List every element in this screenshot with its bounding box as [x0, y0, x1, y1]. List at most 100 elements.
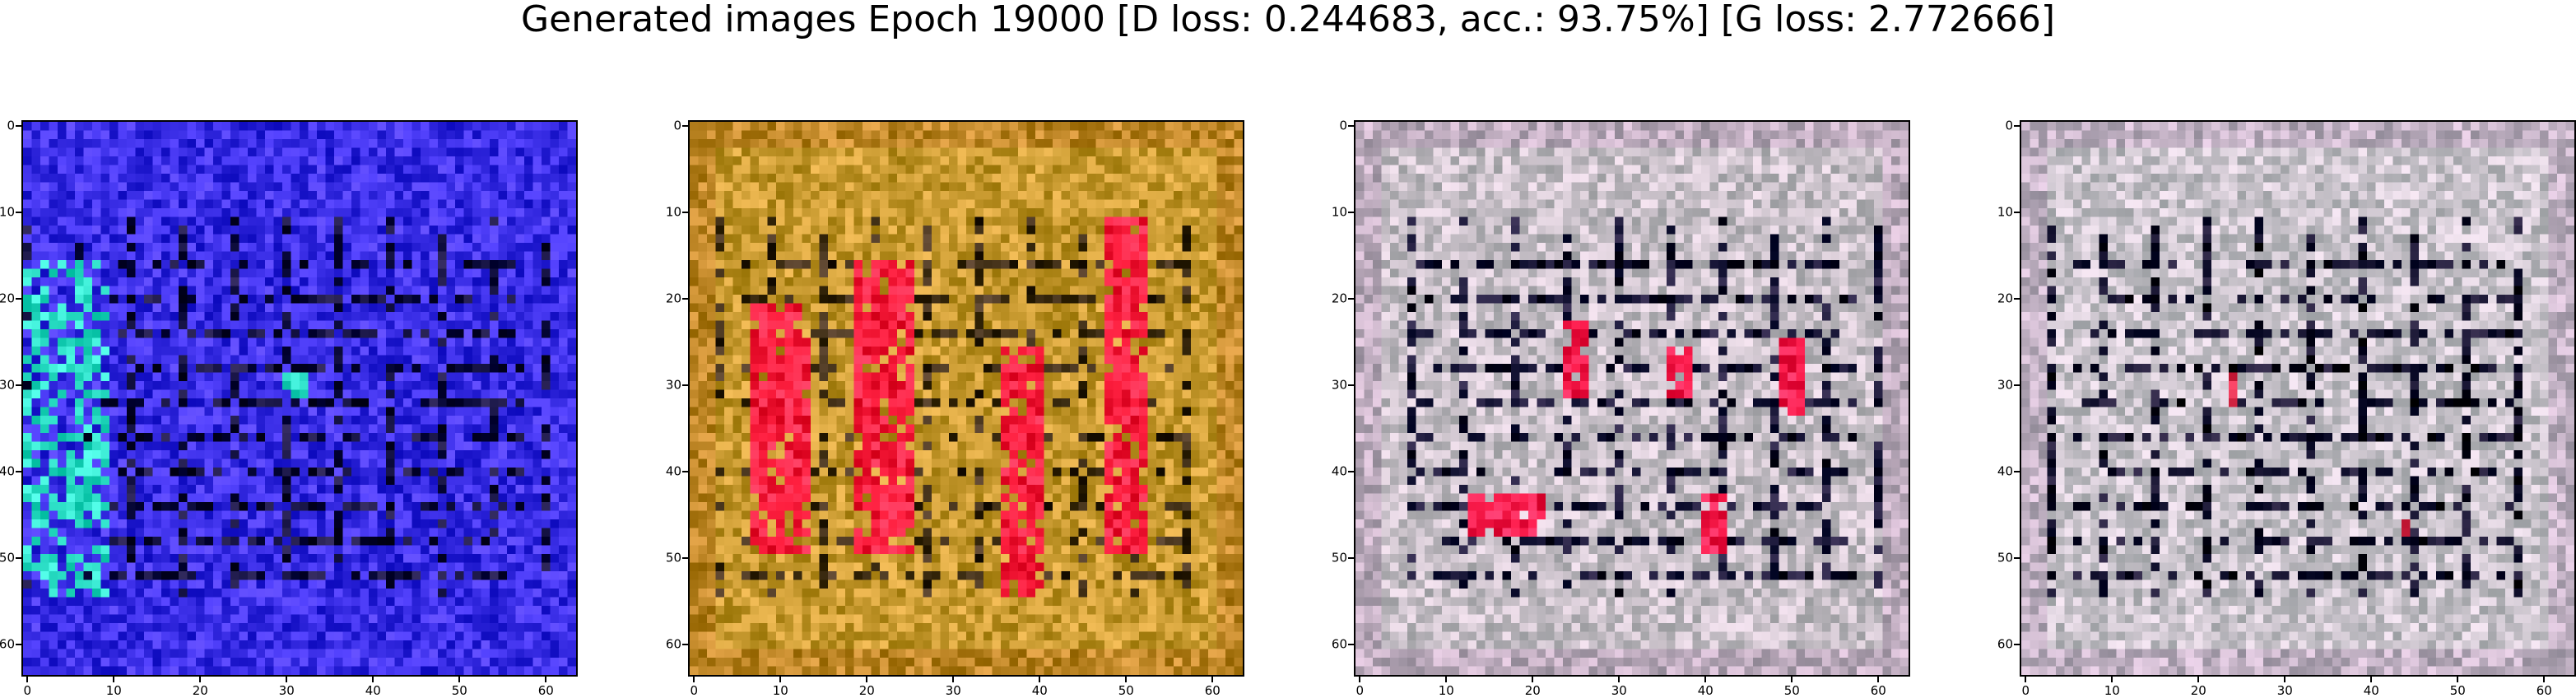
x-tick-mark — [2457, 677, 2459, 682]
y-tick-mark — [682, 384, 688, 387]
x-tick-mark — [26, 677, 29, 682]
y-tick-mark — [2014, 384, 2020, 387]
y-tick-label: 60 — [0, 636, 15, 652]
y-tick-mark — [2014, 212, 2020, 214]
y-tick-label: 10 — [0, 204, 15, 220]
y-tick-label: 40 — [665, 463, 681, 479]
image-frame — [2020, 120, 2576, 677]
x-tick-label: 10 — [105, 683, 122, 698]
y-tick-mark — [2014, 557, 2020, 560]
x-tick-mark — [1532, 677, 1534, 682]
generated-image-panel-2: 0 10 20 30 40 50 60 0 10 20 30 40 50 60 — [666, 119, 1244, 697]
y-tick-mark — [2014, 125, 2020, 128]
generated-image-3 — [1355, 122, 1909, 675]
y-tick-label: 10 — [1331, 204, 1347, 220]
y-tick-label: 20 — [1997, 291, 2013, 306]
x-tick-label: 60 — [537, 683, 554, 698]
x-tick-mark — [113, 677, 115, 682]
generated-image-1 — [23, 122, 576, 675]
y-tick-mark — [682, 557, 688, 560]
x-tick-mark — [693, 677, 695, 682]
x-tick-mark — [1445, 677, 1448, 682]
x-tick-mark — [372, 677, 374, 682]
x-tick-label: 10 — [1438, 683, 1454, 698]
y-tick-mark — [682, 212, 688, 214]
x-tick-label: 0 — [2021, 683, 2030, 698]
y-tick-label: 30 — [665, 377, 681, 393]
x-tick-label: 20 — [2190, 683, 2206, 698]
figure-title: Generated images Epoch 19000 [D loss: 0.… — [520, 0, 2056, 40]
x-tick-label: 50 — [2449, 683, 2466, 698]
x-tick-label: 40 — [1697, 683, 1713, 698]
x-tick-mark — [779, 677, 782, 682]
x-tick-mark — [2284, 677, 2286, 682]
y-tick-label: 30 — [1997, 377, 2013, 393]
y-tick-mark — [2014, 471, 2020, 473]
generated-image-panel-3: 0 10 20 30 40 50 60 0 10 20 30 40 50 60 — [1332, 119, 1910, 697]
x-tick-mark — [2197, 677, 2200, 682]
x-tick-label: 20 — [192, 683, 208, 698]
y-tick-mark — [1348, 644, 1354, 646]
x-tick-mark — [545, 677, 547, 682]
y-tick-label: 50 — [1997, 550, 2013, 565]
generated-image-panel-1: 0 10 20 30 40 50 60 0 10 20 30 40 50 60 — [0, 119, 578, 697]
x-tick-label: 20 — [1524, 683, 1541, 698]
x-tick-mark — [1359, 677, 1361, 682]
y-tick-mark — [16, 644, 21, 646]
x-tick-mark — [1039, 677, 1041, 682]
y-tick-label: 40 — [1331, 463, 1347, 479]
y-tick-label: 20 — [1331, 291, 1347, 306]
image-frame — [1354, 120, 1910, 677]
x-tick-label: 0 — [23, 683, 32, 698]
x-tick-mark — [1704, 677, 1707, 682]
y-tick-mark — [16, 471, 21, 473]
x-tick-mark — [2025, 677, 2027, 682]
x-tick-mark — [952, 677, 955, 682]
x-tick-label: 10 — [772, 683, 788, 698]
y-tick-mark — [16, 125, 21, 128]
y-tick-mark — [1348, 384, 1354, 387]
y-tick-mark — [682, 125, 688, 128]
y-tick-mark — [682, 471, 688, 473]
generated-image-2 — [690, 122, 1243, 675]
y-tick-mark — [2014, 298, 2020, 300]
y-tick-label: 20 — [0, 291, 15, 306]
x-tick-label: 0 — [690, 683, 699, 698]
x-tick-mark — [286, 677, 288, 682]
y-tick-mark — [1348, 471, 1354, 473]
y-tick-mark — [1348, 298, 1354, 300]
x-tick-label: 30 — [278, 683, 295, 698]
y-tick-label: 40 — [1997, 463, 2013, 479]
y-tick-label: 30 — [1331, 377, 1347, 393]
x-tick-mark — [1877, 677, 1880, 682]
x-tick-label: 40 — [1031, 683, 1048, 698]
x-tick-label: 60 — [1870, 683, 1886, 698]
x-tick-mark — [866, 677, 868, 682]
y-tick-label: 60 — [1997, 636, 2013, 652]
y-tick-label: 0 — [2005, 118, 2013, 133]
y-tick-label: 50 — [0, 550, 15, 565]
x-tick-mark — [2111, 677, 2113, 682]
x-tick-label: 40 — [365, 683, 381, 698]
x-tick-label: 30 — [945, 683, 961, 698]
y-tick-label: 50 — [665, 550, 681, 565]
x-tick-mark — [1618, 677, 1620, 682]
x-tick-mark — [458, 677, 461, 682]
y-tick-label: 0 — [673, 118, 681, 133]
x-tick-label: 50 — [1783, 683, 1800, 698]
y-tick-mark — [16, 212, 21, 214]
y-tick-label: 30 — [0, 377, 15, 393]
x-tick-label: 0 — [1355, 683, 1365, 698]
y-tick-label: 0 — [7, 118, 15, 133]
x-tick-label: 30 — [1611, 683, 1627, 698]
x-tick-mark — [1791, 677, 1793, 682]
y-tick-mark — [682, 644, 688, 646]
image-frame — [21, 120, 578, 677]
x-tick-label: 10 — [2104, 683, 2120, 698]
x-tick-mark — [1125, 677, 1128, 682]
y-tick-label: 60 — [665, 636, 681, 652]
x-tick-label: 60 — [1204, 683, 1221, 698]
x-tick-mark — [199, 677, 202, 682]
y-tick-mark — [1348, 212, 1354, 214]
y-tick-label: 10 — [1997, 204, 2013, 220]
